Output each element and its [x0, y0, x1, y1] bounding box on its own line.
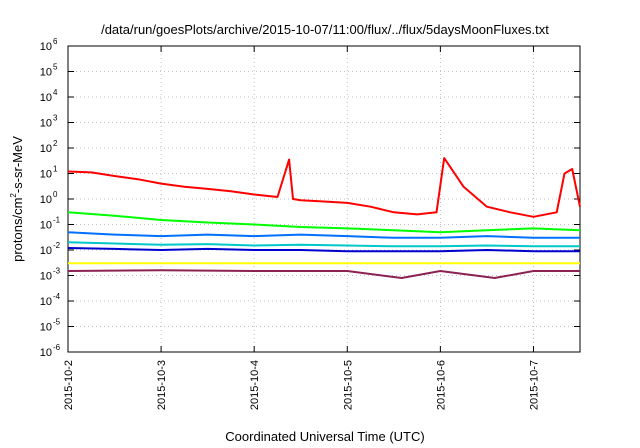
y-tick-exponent: 6 [53, 37, 58, 46]
series-line-5 [67, 247, 580, 253]
y-tick-label: 10 [40, 118, 52, 130]
y-tick-exponent: -6 [53, 343, 61, 352]
y-tick-label: 10 [40, 92, 52, 104]
y-tick-exponent: -4 [53, 292, 61, 301]
y-tick-exponent: 1 [53, 165, 58, 174]
x-tick-label: 2015-10-3 [156, 360, 168, 410]
y-axis: 10 -610 -510 -410 -310 -210 -110 010 110 210 310 41… [40, 37, 580, 359]
y-tick-label: 10 [40, 143, 52, 155]
x-axis-label: Coordinated Universal Time (UTC) [225, 429, 424, 444]
series-group [67, 157, 581, 279]
y-tick-label: 10 [40, 271, 52, 283]
x-tick-label: 2015-10-7 [528, 360, 540, 410]
y-tick-label: 10 [40, 322, 52, 334]
y-tick-label: 10 [40, 194, 52, 206]
y-tick-exponent: -1 [53, 216, 61, 225]
x-axis: 2015-10-2 2015-10-3 2015-10-4 2015-10-5 2015… [63, 46, 540, 410]
y-tick-exponent: 3 [53, 114, 58, 123]
y-tick-label: 10 [40, 296, 52, 308]
x-tick-label: 2015-10-4 [249, 360, 261, 410]
y-axis-label-sup: 2 [9, 193, 18, 198]
y-tick-exponent: 0 [53, 190, 58, 199]
series-line-4 [67, 241, 580, 248]
y-tick-label: 10 [40, 169, 52, 181]
y-tick-label: 10 [40, 347, 52, 359]
y-tick-label: 10 [40, 245, 52, 257]
y-tick-exponent: -5 [53, 318, 61, 327]
y-tick-exponent: 2 [53, 139, 58, 148]
y-tick-label: 10 [40, 67, 52, 79]
series-line-3 [67, 231, 580, 239]
x-tick-label: 2015-10-6 [435, 360, 447, 410]
y-tick-label: 10 [40, 41, 52, 53]
y-tick-exponent: 5 [53, 63, 58, 72]
y-tick-label: 10 [40, 220, 52, 232]
chart-title: /data/run/goesPlots/archive/2015-10-07/1… [101, 22, 549, 37]
x-tick-label: 2015-10-5 [342, 360, 354, 410]
series-line-1 [67, 157, 581, 218]
y-tick-exponent: -2 [53, 241, 61, 250]
y-tick-exponent: -3 [53, 267, 61, 276]
y-axis-label-main: protons/cm [10, 198, 25, 262]
y-axis-label-rest: -s-sr-MeV [10, 136, 25, 193]
x-tick-label: 2015-10-2 [63, 360, 75, 410]
y-tick-exponent: 4 [53, 88, 58, 97]
series-line-7 [67, 269, 580, 279]
series-line-2 [67, 211, 581, 234]
y-axis-label: protons/cm2-s-sr-MeV [9, 136, 25, 262]
